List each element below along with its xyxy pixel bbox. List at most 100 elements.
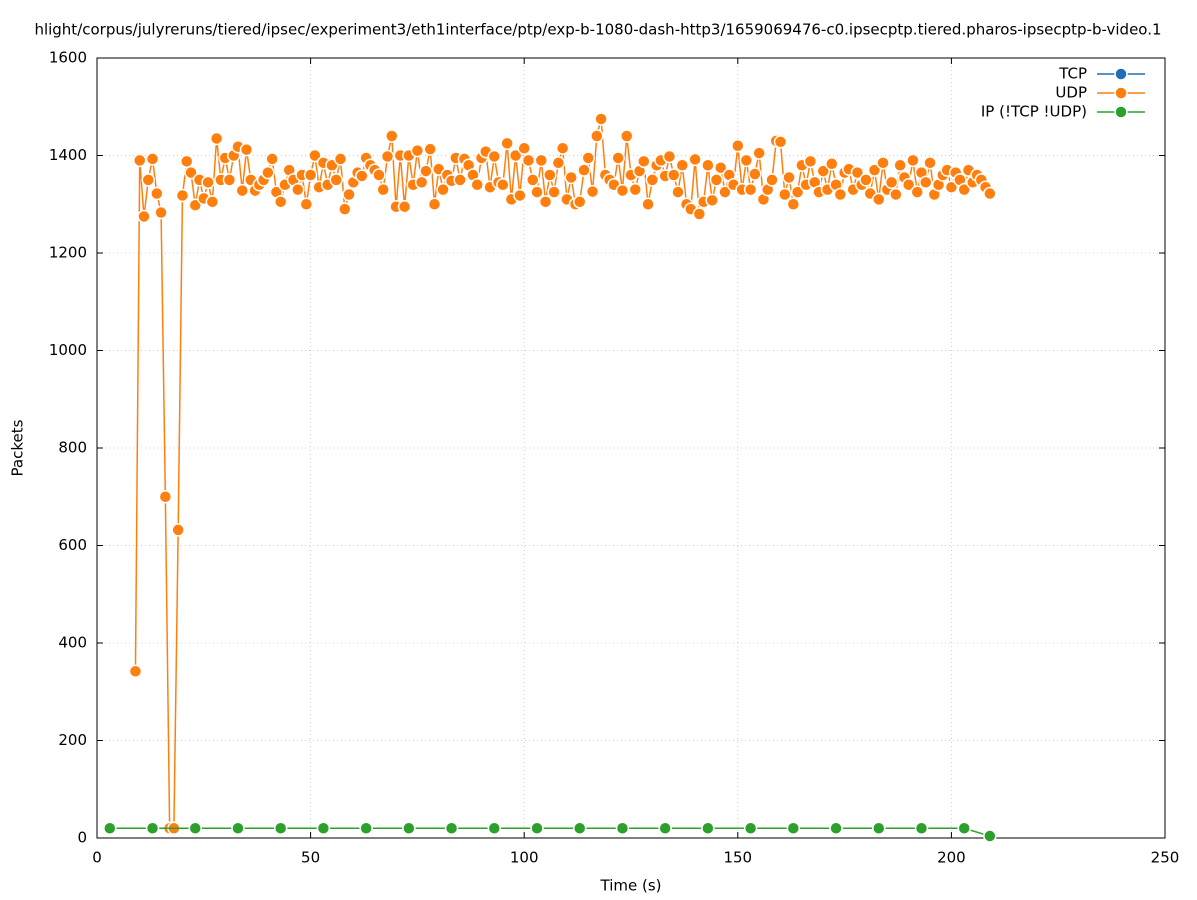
legend-marker [1114, 105, 1128, 119]
data-point [555, 141, 570, 155]
data-point [534, 153, 549, 168]
data-point [983, 186, 997, 201]
data-point [564, 170, 578, 185]
data-point [205, 195, 220, 209]
data-point [790, 185, 805, 199]
data-point [825, 157, 839, 171]
data-point [414, 175, 429, 190]
data-point [889, 187, 903, 202]
data-point [859, 173, 873, 187]
chart-title: hlight/corpus/julyreruns/tiered/ipsec/ex… [34, 21, 1161, 39]
data-point [718, 185, 732, 199]
legend-marker [1114, 67, 1128, 81]
data-point [538, 195, 553, 209]
data-point [585, 184, 600, 199]
data-point [645, 173, 660, 187]
data-point [402, 821, 416, 835]
data-point [641, 197, 655, 211]
data-point [239, 142, 254, 157]
data-point [701, 158, 715, 172]
data-point [132, 153, 147, 168]
data-point [658, 821, 672, 835]
data-point [611, 151, 625, 165]
data-point [235, 183, 249, 198]
data-point [829, 821, 843, 835]
data-point [662, 149, 677, 164]
data-point [914, 821, 929, 835]
data-point [957, 182, 971, 197]
data-point [572, 821, 587, 835]
data-point [752, 146, 766, 160]
data-point [713, 160, 728, 175]
data-point [291, 182, 305, 197]
data-point [128, 664, 143, 679]
data-point [543, 168, 557, 182]
data-point [743, 182, 758, 197]
series-line [134, 118, 991, 829]
data-point [893, 158, 907, 172]
data-point [876, 156, 890, 170]
data-point [530, 821, 544, 835]
y-tick-label: 400 [58, 634, 87, 652]
data-point [188, 821, 203, 835]
data-point [273, 821, 288, 835]
data-point [141, 173, 156, 187]
data-point [803, 154, 818, 169]
data-point [158, 490, 173, 504]
data-point [419, 164, 433, 178]
x-tick-label: 0 [92, 849, 102, 867]
data-point [500, 136, 514, 151]
data-point [137, 209, 151, 224]
data-point [154, 205, 168, 220]
data-point [615, 183, 630, 198]
data-point [739, 153, 754, 168]
data-point [705, 193, 719, 208]
data-point [872, 192, 886, 207]
data-point [517, 141, 531, 155]
data-point [201, 175, 215, 190]
x-tick-label: 250 [1151, 849, 1180, 867]
data-point [103, 821, 117, 835]
data-point [372, 168, 386, 182]
data-point [983, 829, 997, 843]
data-point [385, 129, 399, 143]
data-point [513, 188, 527, 203]
data-point [265, 152, 279, 166]
data-point [359, 821, 373, 835]
data-point [470, 178, 484, 192]
y-tick-label: 1600 [49, 49, 87, 67]
data-point [743, 821, 758, 835]
data-point [906, 153, 920, 168]
data-point [671, 185, 685, 199]
data-point [316, 821, 331, 835]
legend-label: IP (!TCP !UDP) [981, 103, 1087, 121]
data-point [436, 182, 450, 197]
data-point [410, 143, 425, 158]
data-point [619, 129, 634, 143]
data-point [765, 173, 779, 187]
data-point [688, 152, 702, 167]
data-point [273, 195, 288, 209]
data-point [709, 173, 724, 187]
data-point [299, 197, 314, 211]
data-point [487, 149, 502, 164]
data-point [782, 170, 796, 185]
y-tick-label: 1200 [49, 244, 87, 262]
data-point [884, 175, 899, 190]
data-point [342, 187, 356, 202]
y-axis-label: Packets [9, 419, 27, 476]
data-point [547, 185, 561, 199]
data-point [427, 197, 442, 211]
y-tick-label: 1400 [49, 146, 87, 164]
data-point [329, 173, 343, 187]
data-point [150, 186, 164, 201]
data-point [444, 821, 459, 835]
data-point [748, 167, 762, 181]
legend-marker [1114, 86, 1128, 100]
data-point [581, 151, 596, 165]
data-point [380, 149, 395, 164]
data-point [508, 148, 523, 163]
data-point [551, 156, 566, 170]
data-point [145, 152, 160, 166]
data-point [521, 153, 536, 168]
